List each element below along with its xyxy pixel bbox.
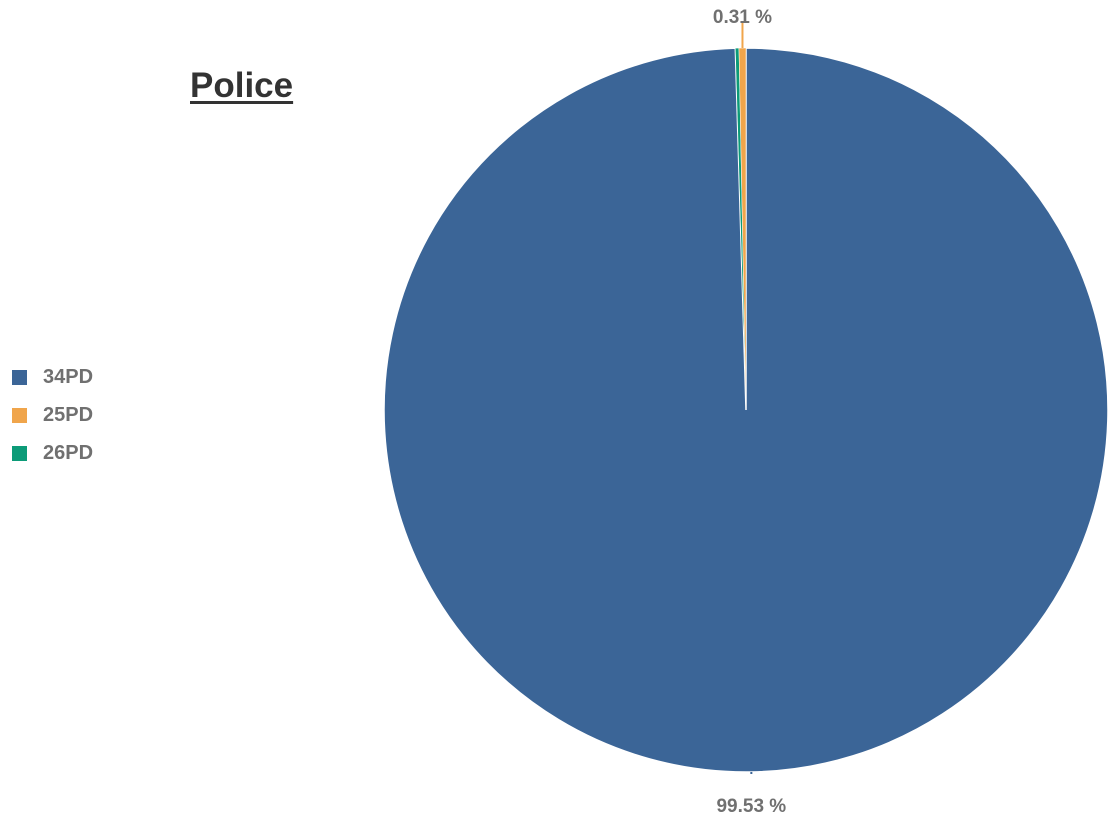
legend-swatch-26pd — [12, 445, 27, 461]
legend-swatch-25pd — [12, 407, 27, 423]
legend-item-34pd[interactable]: 34PD — [12, 358, 93, 396]
chart-title: Police — [190, 66, 294, 105]
legend-label-26pd: 26PD — [43, 441, 94, 464]
legend-label-25pd: 25PD — [43, 403, 94, 426]
legend-item-26pd[interactable]: 26PD — [12, 434, 93, 472]
legend-item-25pd[interactable]: 25PD — [12, 396, 93, 434]
pie-slice-25pd[interactable] — [738, 47, 747, 411]
legend: 34PD 25PD 26PD — [12, 358, 93, 472]
data-label-25pd: 0.31 % — [713, 7, 772, 28]
data-label-34pd: 99.53 % — [716, 796, 786, 817]
legend-swatch-34pd — [12, 369, 27, 385]
legend-label-34pd: 34PD — [43, 365, 94, 388]
